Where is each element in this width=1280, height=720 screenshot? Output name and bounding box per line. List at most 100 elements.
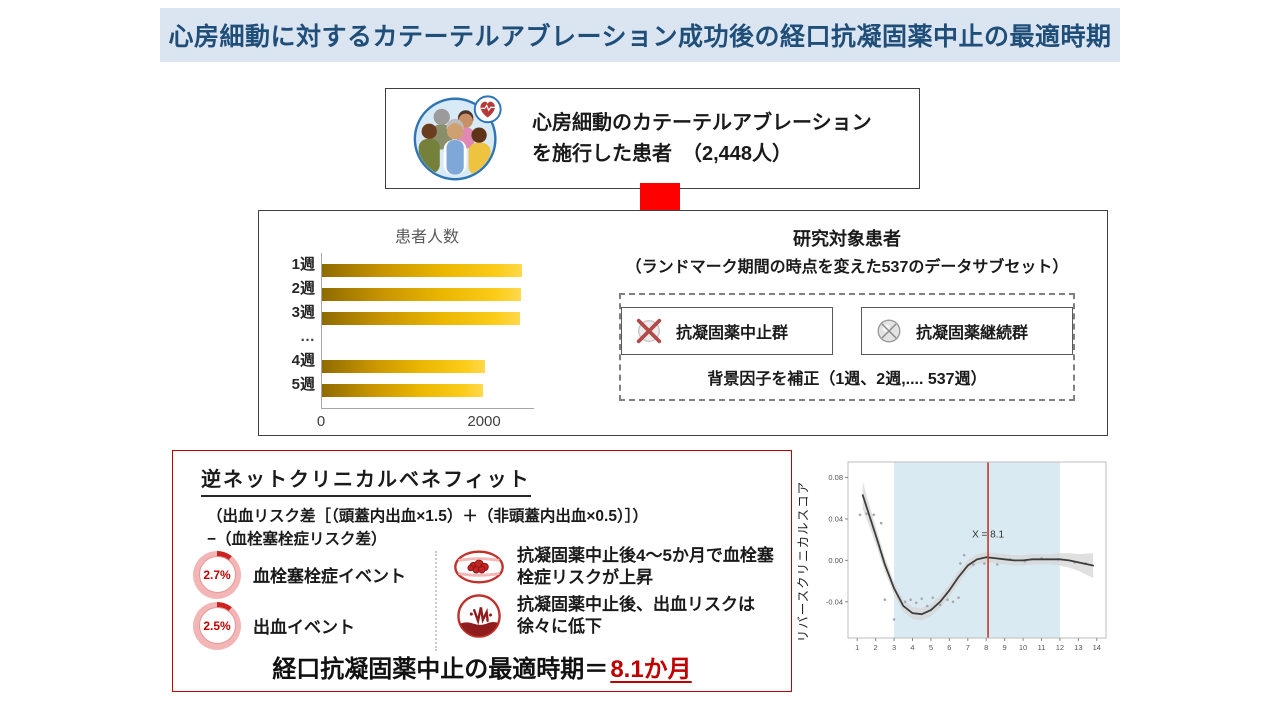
- conclusion-line: 経口抗凝固薬中止の最適時期＝8.1か月: [173, 649, 791, 684]
- x-tick-label: 6: [947, 643, 951, 652]
- scatter-point: [983, 562, 986, 565]
- bar-chart-title: 患者人数: [394, 229, 459, 246]
- bar: [322, 383, 484, 397]
- bar-chart-x-axis-labels: 0 2000: [317, 409, 533, 431]
- x-tick-label: 3: [892, 643, 896, 652]
- patient-box-line2: を施行した患者 （2,448人）: [532, 142, 793, 165]
- bleeding-stat-row: 2.5% 出血イベント: [193, 600, 406, 651]
- thrombus-note-row: 抗凝固薬中止後4～5か月で血栓塞栓症リスクが上昇: [453, 545, 783, 589]
- bar-chart-category-labels: 1週 2週 3週 … 4週 5週: [281, 253, 321, 409]
- patient-box: 心房細動のカテーテルアブレーション を施行した患者 （2,448人）: [385, 88, 920, 189]
- score-chart-y-axis-label: リバースクリニカルスコア: [796, 480, 811, 643]
- x-tick-label: 5: [929, 643, 933, 652]
- y-tick-label: 0.00: [828, 556, 843, 565]
- bleeding-note-text: 抗凝固薬中止後、出血リスクは徐々に低下: [517, 595, 755, 637]
- x-tick-label: 14: [1093, 643, 1101, 652]
- scatter-point: [946, 598, 949, 601]
- study-box: 患者人数 1週 2週 3週 … 4週 5週 0 2000 研究対象患者 （ランドマーク期間の…: [258, 210, 1108, 436]
- bar: [322, 311, 521, 325]
- x-tick-label: 9: [1003, 643, 1007, 652]
- scatter-point: [858, 513, 862, 517]
- title-bar: 心房細動に対するカテーテルアブレーション成功後の経口抗凝固薬中止の最適時期: [160, 8, 1120, 62]
- adjustment-dashed-box: 抗凝固薬中止群 抗凝固薬継続群 背景因子を補正（1週、2週,.... 537週）: [619, 293, 1075, 401]
- patient-box-line1: 心房細動のカテーテルアブレーション: [532, 111, 872, 134]
- score-curve: [861, 494, 1095, 616]
- scatter-point: [909, 598, 912, 601]
- scatter-point: [938, 603, 942, 607]
- scatter-point: [995, 563, 999, 566]
- x-tick-label: 4: [910, 643, 914, 652]
- scatter-point: [957, 596, 960, 599]
- bar-x-tick-label: 2000: [467, 413, 501, 430]
- down-arrow-icon: [640, 183, 680, 212]
- bar-chart-plot: [321, 253, 534, 409]
- scatter-point: [972, 563, 975, 566]
- x-tick-label: 12: [1056, 643, 1064, 652]
- bar: [322, 359, 486, 373]
- x-tick-label: 1: [855, 643, 859, 652]
- bar-category-label: 3週: [291, 304, 315, 321]
- page-title: 心房細動に対するカテーテルアブレーション成功後の経口抗凝固薬中止の最適時期: [168, 23, 1112, 51]
- x-tick-label: 11: [1038, 643, 1046, 652]
- scatter-point: [951, 600, 955, 604]
- net-clinical-benefit-box: 逆ネットクリニカルベネフィット （出血リスク差［（頭蓋内出血×1.5）＋（非頭蓋…: [172, 450, 792, 692]
- scatter-point: [879, 521, 883, 525]
- bleeding-donut-icon: 2.5%: [193, 601, 241, 650]
- bar-category-label: …: [300, 328, 315, 345]
- continuation-group-label: 抗凝固薬継続群: [916, 325, 1029, 342]
- pill-crossed-red-icon: [636, 318, 662, 344]
- plot-border: [847, 461, 1107, 639]
- conclusion-label: 経口抗凝固薬中止の最適時期＝: [272, 656, 609, 683]
- formula-line1: （出血リスク差［（頭蓋内出血×1.5）＋（非頭蓋内出血×0.5）］）: [207, 508, 648, 525]
- bar-category-label: 4週: [291, 352, 315, 369]
- score-chart-plot: X = 8.10.080.040.00-0.041 2 3 4 5 6 7 8 9 10 11 12 1…: [826, 461, 1107, 652]
- continuation-group-box: 抗凝固薬継続群: [861, 307, 1073, 355]
- y-tick-label: 0.08: [828, 473, 843, 482]
- thromboembolism-rate: 2.7%: [203, 567, 231, 582]
- bar-x-tick-label: 0: [316, 413, 326, 430]
- bar: [322, 263, 522, 277]
- x-tick-label: 7: [966, 643, 970, 652]
- formula-line2: −（血栓塞栓症リスク差）: [207, 531, 387, 549]
- benefit-heading: 逆ネットクリニカルベネフィット: [201, 463, 531, 497]
- scatter-point: [872, 513, 876, 517]
- event-stats: 2.7% 血栓塞栓症イベント 2.5% 出血イベント: [193, 549, 406, 651]
- dotted-divider: [435, 551, 437, 651]
- reverse-clinical-score-chart: リバースクリニカルスコア X = 8.1 0.08 0.04 0.00 -0.04 1 2 3…: [790, 450, 1120, 685]
- scatter-point: [883, 598, 887, 601]
- conclusion-value: 8.1か月: [610, 656, 692, 683]
- bar-category-label: 5週: [291, 376, 315, 393]
- thrombus-icon: [453, 549, 505, 585]
- study-right-panel: 研究対象患者 （ランドマーク期間の時点を変えた537のデータサブセット） 抗凝固…: [599, 225, 1095, 401]
- thromboembolism-donut-icon: 2.7%: [193, 550, 241, 599]
- thromboembolism-stat-row: 2.7% 血栓塞栓症イベント: [193, 549, 406, 600]
- pill-gray-icon: [877, 319, 901, 343]
- scatter-point: [962, 553, 966, 557]
- y-tick-label: -0.04: [826, 597, 843, 606]
- bar-category-label: 1週: [291, 256, 315, 273]
- bleeding-rate: 2.5%: [203, 618, 231, 633]
- patients-bar-chart: 患者人数 1週 2週 3週 … 4週 5週 0 2000: [281, 223, 561, 431]
- patients-group-svg: [413, 94, 502, 180]
- study-subheading: （ランドマーク期間の時点を変えた537のデータサブセット）: [625, 259, 1069, 276]
- scatter-point: [959, 562, 962, 565]
- scatter-point: [914, 601, 918, 605]
- scatter-point: [931, 596, 935, 599]
- thrombus-note-text: 抗凝固薬中止後4～5か月で血栓塞栓症リスクが上昇: [517, 546, 774, 588]
- bar: [322, 287, 521, 301]
- patients-group-icon: [412, 93, 504, 185]
- bleeding-label: 出血イベント: [253, 618, 355, 637]
- scatter-point: [920, 597, 924, 600]
- study-heading: 研究対象患者: [793, 229, 901, 249]
- bar-category-label: 2週: [291, 280, 315, 297]
- vline-annotation: X = 8.1: [972, 530, 1004, 541]
- bleeding-note-row: 抗凝固薬中止後、出血リスクは徐々に低下: [453, 593, 783, 639]
- scatter-point: [925, 604, 929, 608]
- y-tick-label: 0.04: [828, 514, 843, 523]
- risk-notes: 抗凝固薬中止後4～5か月で血栓塞栓症リスクが上昇 抗凝固薬中止後、出血リスクは徐…: [453, 545, 783, 643]
- thromboembolism-label: 血栓塞栓症イベント: [253, 567, 406, 586]
- patient-box-text: 心房細動のカテーテルアブレーション を施行した患者 （2,448人）: [532, 108, 872, 170]
- x-tick-label: 13: [1074, 643, 1082, 652]
- scatter-point: [892, 618, 896, 621]
